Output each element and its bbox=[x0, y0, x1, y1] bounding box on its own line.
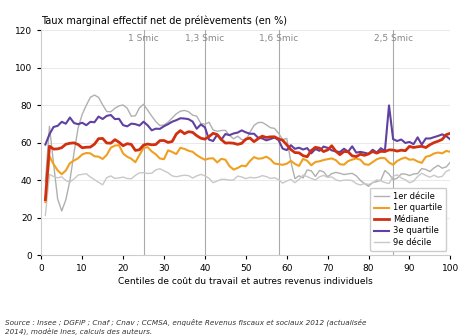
Text: 1 Smic: 1 Smic bbox=[128, 34, 159, 43]
Text: Source : Insee ; DGFiP ; Cnaf ; Cnav ; CCMSA, enquête Revenus fiscaux et sociaux: Source : Insee ; DGFiP ; Cnaf ; Cnav ; C… bbox=[5, 319, 366, 335]
X-axis label: Centiles de coût du travail et autres revenus individuels: Centiles de coût du travail et autres re… bbox=[118, 277, 373, 286]
Legend: 1er décile, 1er quartile, Médiane, 3e quartile, 9e décile: 1er décile, 1er quartile, Médiane, 3e qu… bbox=[370, 188, 446, 251]
Text: 2,5 Smic: 2,5 Smic bbox=[374, 34, 413, 43]
Text: 1,3 Smic: 1,3 Smic bbox=[185, 34, 225, 43]
Text: Taux marginal effectif net de prélèvements (en %): Taux marginal effectif net de prélèvemen… bbox=[41, 15, 287, 25]
Text: 1,6 Smic: 1,6 Smic bbox=[259, 34, 298, 43]
